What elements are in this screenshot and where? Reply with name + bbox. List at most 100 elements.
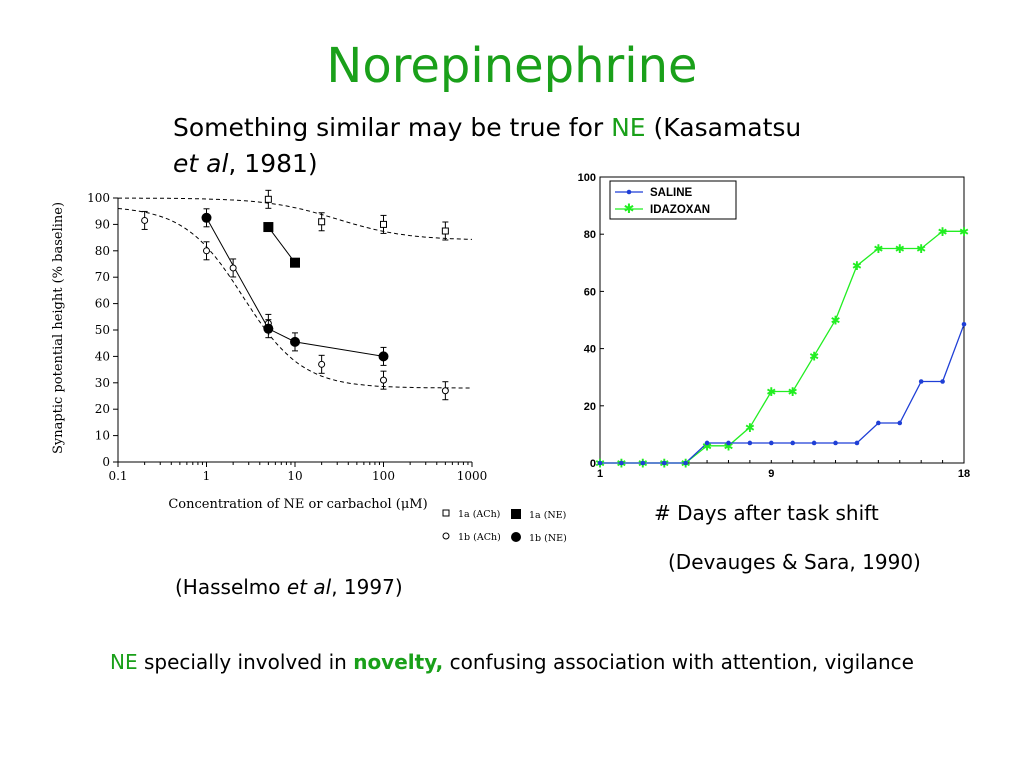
chart1-y-tick-label: 20 [95, 402, 110, 416]
chart1-x-tick-label: 0.1 [108, 469, 127, 483]
chart2-point-saline [747, 440, 753, 446]
chart2-point-saline [726, 440, 731, 446]
chart1-point-1b-ach- [141, 216, 149, 224]
chart2-y-tick-label: 80 [584, 229, 596, 241]
chart2-y-tick-label: 0 [590, 458, 596, 470]
bottom-statement: NE specially involved in novelty, confus… [0, 650, 1024, 674]
chart1-y-tick-label: 70 [95, 270, 110, 284]
legend-idazoxan-marker-icon: ✱ [624, 201, 635, 216]
chart2-legend-box [609, 180, 737, 220]
chart2-frame [599, 176, 965, 464]
hasselmo-citation: (Hasselmo et al, 1997) [175, 575, 403, 599]
bottom-ne: NE [110, 650, 138, 674]
chart2-point-idazoxan: ✱ [788, 385, 798, 399]
chart1-point-1b-ne- [201, 212, 212, 223]
chart1-point-1b-ach- [203, 247, 210, 255]
chart1-point-1b-ne- [290, 336, 300, 347]
legend-open-circle-icon [442, 532, 450, 540]
chart2-point-saline [811, 440, 817, 446]
chart2-point-idazoxan: ✱ [852, 259, 862, 273]
chart2-point-idazoxan: ✱ [895, 242, 905, 256]
chart2-point-saline [940, 379, 945, 384]
chart1-y-tick-label: 10 [95, 429, 110, 443]
chart1-y-tick-label: 0 [102, 455, 110, 469]
legend-1b-ne: 1b (NE) [529, 533, 567, 544]
chart2-point-saline [619, 460, 624, 466]
subtitle-etal: et al [173, 149, 229, 178]
chart1-point-1a-ach- [380, 220, 387, 228]
chart2-x-tick-label: 1 [597, 468, 603, 480]
chart2-point-idazoxan: ✱ [702, 439, 712, 453]
chart2-point-saline [640, 460, 646, 466]
legend-open-square-icon [442, 509, 450, 517]
chart1-y-tick-label: 80 [95, 244, 110, 258]
chart2-point-saline [961, 321, 967, 327]
chart2-x-tick-label: 18 [958, 468, 970, 480]
chart1-y-tick-label: 30 [95, 376, 110, 390]
chart2-point-saline [918, 379, 924, 384]
subtitle-text-3: , 1981) [228, 149, 318, 178]
devauges-citation: (Devauges & Sara, 1990) [668, 550, 921, 574]
chart1-fit-1b-ach [117, 208, 472, 389]
chart2-line-saline [600, 324, 965, 464]
chart1-x-tick-label: 100 [372, 469, 395, 483]
chart1-legend: 1a (ACh) 1b (ACh) [442, 509, 500, 543]
chart2-point-idazoxan: ✱ [916, 242, 926, 256]
chart2-legend: SALINE ✱ IDAZOXAN [609, 180, 737, 220]
slide-subtitle: Something similar may be true for NE (Ka… [173, 110, 933, 182]
chart1-y-tick-label: 90 [95, 217, 110, 231]
chart2-point-idazoxan: ✱ [745, 421, 755, 435]
chart1-x-tick-label: 1000 [457, 469, 488, 483]
chart2-point-idazoxan: ✱ [809, 349, 819, 363]
legend-filled-circle-icon [511, 532, 521, 542]
legend-saline-marker-icon [626, 189, 632, 195]
chart2-point-idazoxan: ✱ [959, 225, 969, 239]
bottom-text-2: confusing association with attention, vi… [443, 650, 914, 674]
hasselmo-etal: et al [286, 575, 332, 599]
chart2-point-saline [768, 440, 774, 446]
chart2-point-saline [876, 420, 881, 426]
legend-1a-ach: 1a (ACh) [458, 509, 500, 520]
chart1-fit-1a-ach [118, 197, 473, 240]
chart2-point-idazoxan: ✱ [723, 439, 733, 453]
hasselmo-chart: 0 10 20 30 40 50 60 70 80 90 100 0.1 1 10 100 1000 Conc… [51, 189, 500, 543]
chart2-y-tick-label: 100 [578, 172, 596, 184]
legend-idazoxan-label: IDAZOXAN [650, 204, 710, 216]
slide-title: Norepinephrine [326, 38, 698, 94]
chart1-point-1b-ach- [229, 264, 237, 272]
legend-1b-ach: 1b (ACh) [458, 532, 500, 543]
legend-filled-square-icon [511, 509, 521, 519]
chart1-x-tick-label: 10 [287, 469, 302, 483]
chart2-x-tick-label: 9 [768, 468, 774, 480]
bottom-text-1: specially involved in [137, 650, 354, 674]
hasselmo-text-1: (Hasselmo [175, 575, 287, 599]
chart2-point-idazoxan: ✱ [938, 225, 948, 239]
chart1-point-1a-ne- [263, 222, 274, 233]
chart1-y-tick-label: 50 [95, 323, 110, 337]
hasselmo-text-2: , 1997) [331, 575, 403, 599]
chart1-y-tick-label: 60 [95, 297, 110, 311]
chart1-point-1b-ach- [380, 376, 387, 384]
chart2-point-idazoxan: ✱ [830, 314, 840, 328]
chart1-point-1b-ne- [378, 351, 389, 362]
chart1-point-1a-ne- [290, 257, 300, 268]
chart1-point-1b-ach- [441, 387, 449, 395]
chart2-y-tick-label: 20 [584, 401, 596, 413]
chart2-point-saline [833, 440, 838, 446]
chart2-point-saline [854, 440, 860, 446]
chart1-ylabel: Synaptic potential height (% baseline) [51, 202, 66, 454]
chart1-point-1b-ne- [263, 323, 274, 334]
chart2-point-saline [597, 460, 603, 466]
chart1-point-1b-ach- [318, 360, 326, 368]
chart1-legend-right: 1a (NE) 1b (NE) [511, 509, 567, 544]
chart2-point-saline [897, 420, 903, 426]
chart2-point-idazoxan: ✱ [873, 242, 883, 256]
chart1-point-1a-ach- [318, 218, 326, 226]
chart1-line-3 [206, 217, 384, 357]
subtitle-text-2: (Kasamatsu [645, 113, 802, 142]
days-axis-caption: # Days after task shift [654, 501, 879, 525]
chart1-y-tick-label: 100 [87, 191, 110, 205]
chart2-line-idazoxan [600, 230, 964, 464]
chart1-xlabel: Concentration of NE or carbachol (μM) [168, 497, 427, 512]
